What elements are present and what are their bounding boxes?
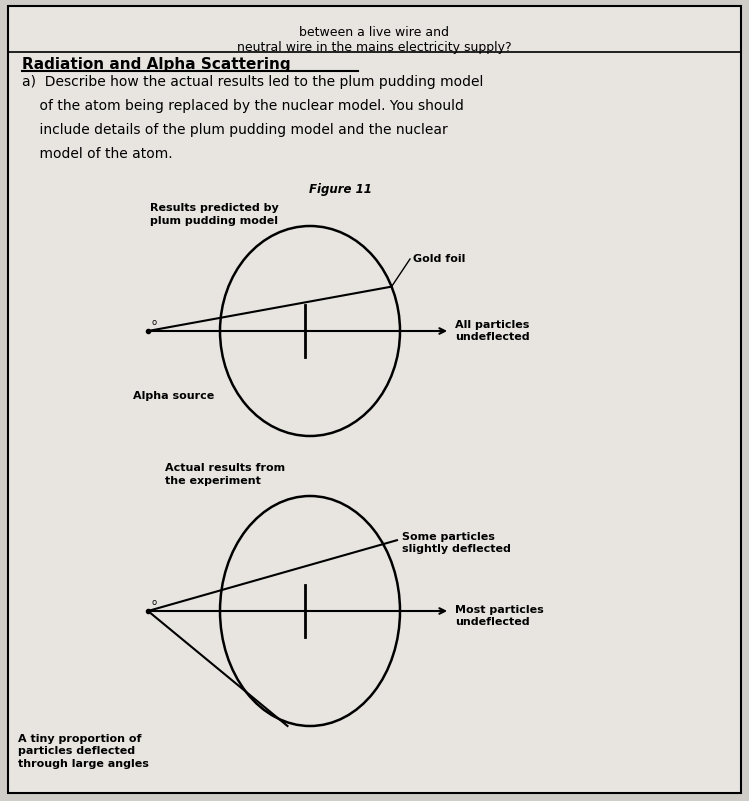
Text: between a live wire and
neutral wire in the mains electricity supply?: between a live wire and neutral wire in … [237,26,512,54]
Text: Gold foil: Gold foil [413,254,465,264]
Text: Results predicted by
plum pudding model: Results predicted by plum pudding model [150,203,279,226]
Text: Figure 11: Figure 11 [309,183,372,196]
Text: Alpha source: Alpha source [133,391,214,401]
Text: A tiny proportion of
particles deflected
through large angles: A tiny proportion of particles deflected… [18,734,149,769]
Text: model of the atom.: model of the atom. [22,147,172,161]
Text: of the atom being replaced by the nuclear model. You should: of the atom being replaced by the nuclea… [22,99,464,113]
Text: Actual results from
the experiment: Actual results from the experiment [165,463,285,486]
Text: include details of the plum pudding model and the nuclear: include details of the plum pudding mode… [22,123,448,137]
Text: o: o [152,318,157,327]
Text: Radiation and Alpha Scattering: Radiation and Alpha Scattering [22,57,291,72]
Text: Most particles
undeflected: Most particles undeflected [455,605,544,627]
Text: All particles
undeflected: All particles undeflected [455,320,530,342]
Text: o: o [152,598,157,607]
Text: Some particles
slightly deflected: Some particles slightly deflected [402,532,511,554]
Text: a)  Describe how the actual results led to the plum pudding model: a) Describe how the actual results led t… [22,75,483,89]
